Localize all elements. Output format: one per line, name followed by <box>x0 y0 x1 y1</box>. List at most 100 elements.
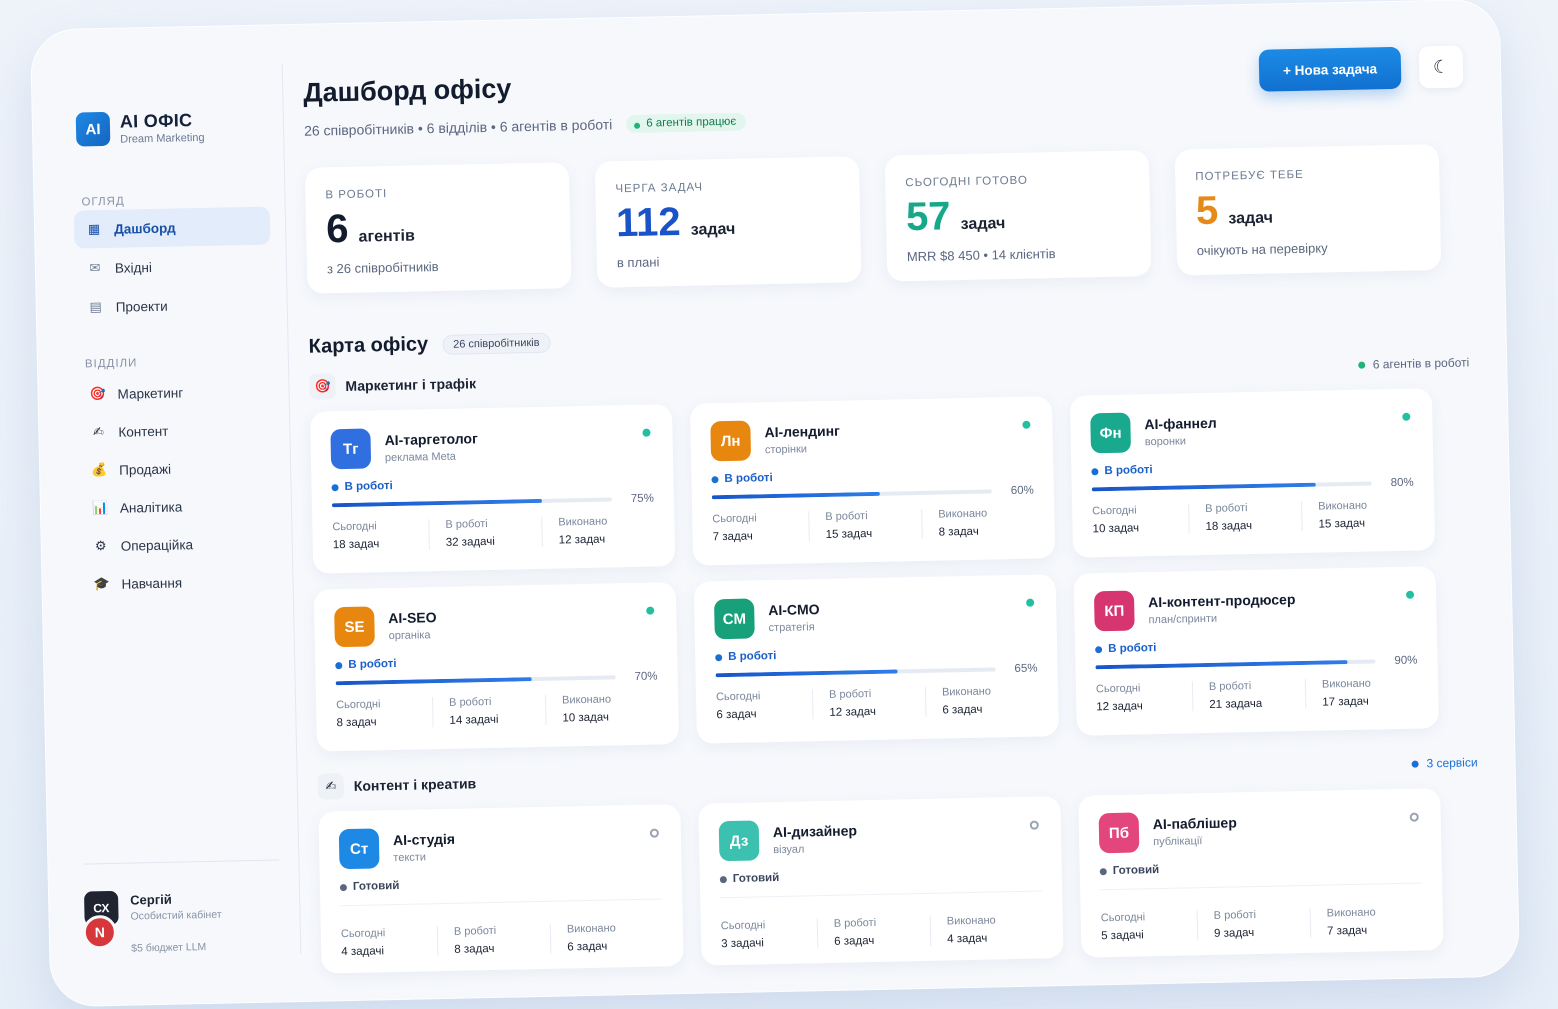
graduation-cap-icon: 🎓 <box>93 575 110 592</box>
new-task-button[interactable]: + Нова задача <box>1258 46 1402 92</box>
agent-card[interactable]: Лн AI-лендинг сторінки В роботі 60% Сьогодні 7… <box>689 396 1056 566</box>
stat-unit: агентів <box>358 227 416 246</box>
metric-done: Виконано 6 задач <box>549 921 664 954</box>
sidebar-item-2[interactable]: ▤ Проекти <box>75 285 272 327</box>
sidebar-item-1[interactable]: ✉ Вхідні <box>75 246 272 288</box>
metric-today: Сьогодні 4 задачі <box>341 926 438 958</box>
notification-badge[interactable]: N <box>82 914 118 950</box>
bar-chart-icon: 📊 <box>91 499 109 516</box>
metric-value: 7 задач <box>1326 924 1368 938</box>
status-dot <box>1411 760 1419 768</box>
agent-avatar: Тг <box>330 428 372 470</box>
progress-fill <box>711 491 880 500</box>
metric-value: 12 задач <box>1096 700 1143 714</box>
progress-bar <box>1091 481 1372 492</box>
agent-card[interactable]: КП AI-контент-продюсер план/спринти В робот… <box>1073 566 1439 736</box>
app-window: AI AI ОФІС Dream Marketing ОГЛЯД ▦ Дашбор… <box>29 0 1521 1008</box>
agent-state: Готовий <box>1099 859 1422 878</box>
brand-subtitle: Dream Marketing <box>120 131 205 146</box>
brand[interactable]: AI AI ОФІС Dream Marketing <box>75 110 205 147</box>
agent-card[interactable]: Фн AI-фаннел воронки В роботі 80% Сьогодні 10 … <box>1069 388 1436 558</box>
metric-value: 12 задач <box>829 705 877 719</box>
sidebar-dept-item-4[interactable]: ⚙ Операційка <box>80 523 277 565</box>
progress-value: 90% <box>1394 654 1418 668</box>
agent-card[interactable]: SE AI-SEO органіка В роботі 70% Сьогодні 8 зад… <box>313 582 680 752</box>
stat-label: ПОТРЕБУЄ ТЕБЕ <box>1195 168 1304 184</box>
agent-role: план/спринти <box>1148 612 1218 627</box>
progress-fill <box>1095 660 1348 670</box>
sidebar-item-0[interactable]: ▦ Дашборд <box>73 206 271 249</box>
agent-card[interactable]: Тг AI-таргетолог реклама Meta В роботі 75% Сь… <box>309 404 676 574</box>
metric-label: В роботі <box>445 518 488 531</box>
sidebar-dept-item-3[interactable]: 📊 Аналітика <box>80 485 277 527</box>
stat-card: ПОТРЕБУЄ ТЕБЕ 5 задач очікують на перевірку <box>1174 144 1442 276</box>
stat-footnote: з 26 співробітників <box>326 258 439 277</box>
agent-state-label: В роботі <box>1108 642 1157 656</box>
agent-avatar: Дз <box>718 820 760 862</box>
grid-icon: ▦ <box>87 221 101 237</box>
agent-header: Ст AI-студія тексти <box>338 822 662 870</box>
agent-avatar: Ст <box>338 828 380 870</box>
agent-card[interactable]: Пб AI-паблішер публікації Готовий Сьогодні 5 … <box>1078 788 1444 958</box>
agent-metrics: Сьогодні 12 задач В роботі 21 задача Виконан… <box>1096 676 1419 714</box>
metric-inwork: В роботі 21 задача <box>1191 678 1306 712</box>
stat-unit: задач <box>1228 209 1274 228</box>
group-title-label: Маркетинг і трафік <box>345 375 477 394</box>
agent-metrics: Сьогодні 4 задачі В роботі 8 задач Виконано 6… <box>341 921 664 958</box>
agent-card[interactable]: Дз AI-дизайнер візуал Готовий Сьогодні 3 зада… <box>698 796 1064 966</box>
user-profile[interactable]: СХ N Сергій Особистий кабінет $5 бюджет … <box>82 859 280 955</box>
metric-value: 14 задачі <box>449 713 499 727</box>
metric-done: Виконано 7 задач <box>1309 905 1424 938</box>
agent-role: візуал <box>773 843 805 857</box>
metric-value: 21 задача <box>1209 697 1263 711</box>
nav-section-departments: ВІДДІЛИ <box>84 357 138 371</box>
agent-state-label: В роботі <box>724 472 773 486</box>
sidebar-dept-item-5[interactable]: 🎓 Навчання <box>81 561 278 603</box>
stat-number: 57 <box>905 194 951 240</box>
metric-value: 7 задач <box>712 530 753 544</box>
state-dot <box>1099 867 1107 875</box>
metric-inwork: В роботі 8 задач <box>436 923 551 957</box>
metric-label: Сьогодні <box>336 698 381 712</box>
agent-state-label: Готовий <box>1112 864 1160 878</box>
agent-metrics: Сьогодні 3 задачі В роботі 6 задач Виконано 4… <box>721 913 1044 950</box>
progress-fill <box>331 498 542 508</box>
stat-value-row: 6 агентів <box>326 205 551 251</box>
office-map-title: Карта офісу <box>308 333 429 358</box>
agent-info: AI-SEO органіка <box>388 609 437 642</box>
stat-card: В РОБОТІ 6 агентів з 26 співробітників <box>304 162 572 294</box>
agent-avatar: КП <box>1093 590 1135 632</box>
sidebar-item-label: Контент <box>118 423 169 440</box>
theme-toggle-icon[interactable]: ☾ <box>1418 45 1464 89</box>
progress-bar <box>335 675 616 686</box>
page-subtitle: 26 співробітників • 6 відділів • 6 агент… <box>303 116 613 139</box>
stat-footnote: в плані <box>616 254 660 271</box>
pencil-icon: ✍ <box>92 424 104 440</box>
agent-card[interactable]: Ст AI-студія тексти Готовий Сьогодні 4 задачі… <box>318 804 684 974</box>
target-icon: 🎯 <box>309 373 336 400</box>
metric-today: Сьогодні 7 задач <box>712 511 809 543</box>
metric-today: Сьогодні 3 задачі <box>721 918 818 950</box>
agent-info: AI-фаннел воронки <box>1144 415 1217 449</box>
metric-done: Виконано 8 задач <box>921 506 1035 539</box>
sidebar-item-label: Аналітика <box>119 498 183 516</box>
progress-fill <box>335 677 532 686</box>
agent-name: AI-студія <box>392 830 456 849</box>
stat-card: СЬОГОДНІ ГОТОВО 57 задач MRR $8 450 • 14 кл… <box>884 150 1152 282</box>
metric-today: Сьогодні 5 задачі <box>1101 910 1198 942</box>
sidebar-dept-item-2[interactable]: 💰 Продажі <box>79 447 276 489</box>
metric-value: 18 задач <box>1205 520 1253 533</box>
metric-label: Виконано <box>1321 677 1371 691</box>
agent-name: AI-паблішер <box>1152 814 1237 833</box>
progress-row: 80% <box>1091 477 1414 496</box>
stat-value-row: 5 задач <box>1196 186 1421 233</box>
metric-inwork: В роботі 12 задач <box>811 686 926 720</box>
sidebar-dept-item-0[interactable]: 🎯 Маркетинг <box>77 371 274 413</box>
sidebar-dept-item-1[interactable]: ✍ Контент <box>78 409 275 451</box>
metric-inwork: В роботі 9 задач <box>1196 907 1311 941</box>
mail-icon: ✉ <box>89 260 101 276</box>
gear-icon: ⚙ <box>94 538 107 554</box>
metric-inwork: В роботі 32 задачі <box>428 516 542 550</box>
agent-card[interactable]: CM AI-CMO стратегія В роботі 65% Сьогодні 6 за… <box>693 574 1059 744</box>
money-bag-icon: 💰 <box>90 461 108 478</box>
